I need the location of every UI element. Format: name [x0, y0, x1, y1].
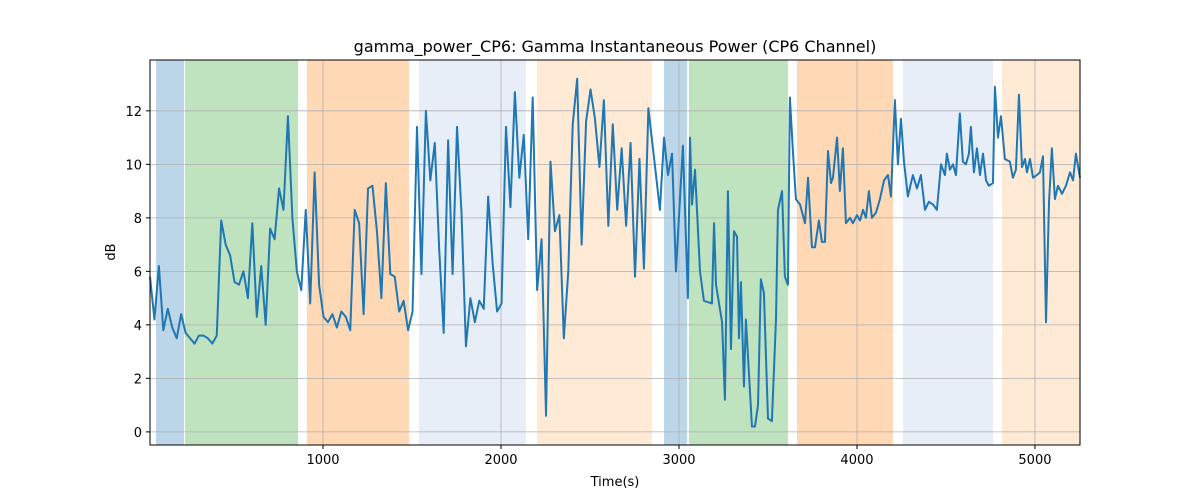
y-tick-label: 0: [134, 426, 142, 441]
x-tick-label: 4000: [840, 453, 873, 468]
shaded-span: [306, 60, 409, 445]
y-tick-label: 6: [134, 265, 142, 280]
y-tick-label: 8: [134, 212, 142, 227]
shaded-span: [185, 60, 299, 445]
y-tick-label: 2: [134, 372, 142, 387]
x-tick-label: 2000: [484, 453, 517, 468]
y-tick-label: 12: [125, 105, 142, 120]
chart-title: gamma_power_CP6: Gamma Instantaneous Pow…: [354, 37, 877, 57]
x-tick-label: 1000: [306, 453, 339, 468]
data-line: [149, 77, 1081, 428]
x-axis-label: Time(s): [590, 475, 640, 490]
x-tick-label: 5000: [1018, 453, 1051, 468]
shaded-span: [1002, 60, 1080, 445]
axes-frame: [149, 59, 1081, 446]
shaded-span: [418, 60, 526, 445]
x-tick-label: 3000: [662, 453, 695, 468]
y-tick-label: 10: [125, 158, 142, 173]
y-axis-label: dB: [104, 243, 119, 260]
plot-area: 1000 2000 3000 4000 5000 0 2 4 6 8 10 12: [125, 59, 1081, 468]
shaded-span: [156, 60, 184, 445]
shaded-span: [796, 60, 893, 445]
shaded-span: [536, 60, 652, 445]
shaded-span: [902, 60, 993, 445]
y-tick-label: 4: [134, 319, 142, 334]
shaded-span: [688, 60, 788, 445]
